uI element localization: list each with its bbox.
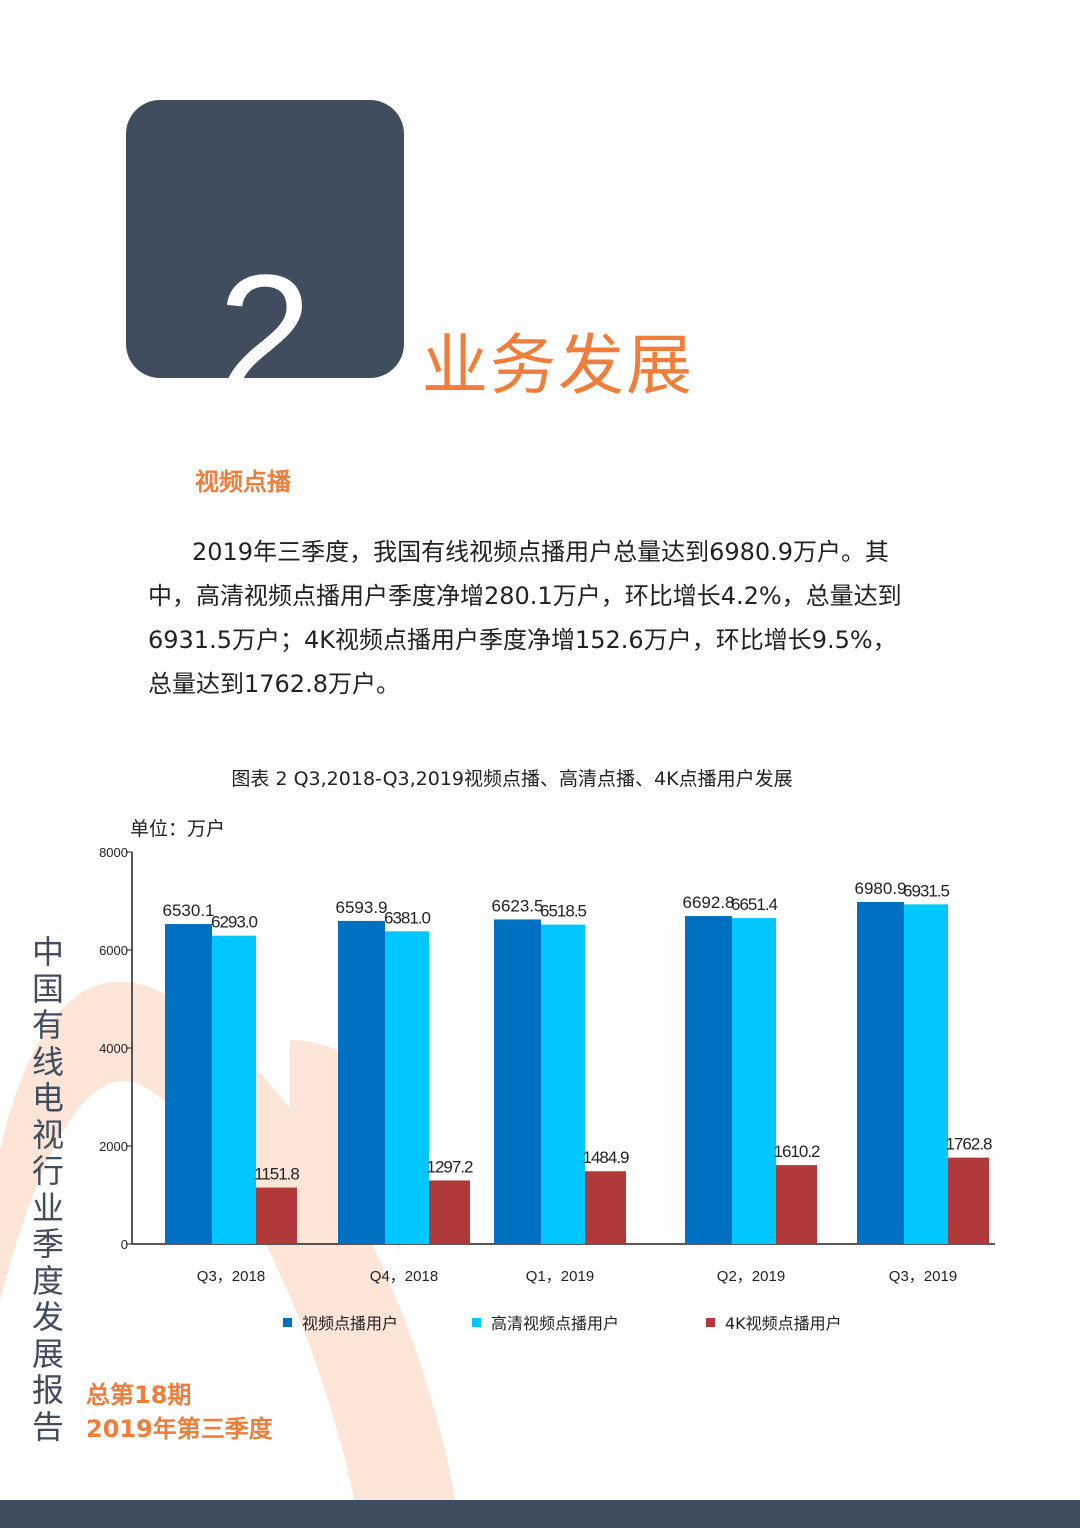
bar-3-1 xyxy=(256,1187,297,1244)
chart-caption: 图表 2 Q3,2018-Q3,2019视频点播、高清点播、4K点播用户发展 xyxy=(231,768,793,790)
subsection-title: 视频点播 xyxy=(195,468,291,496)
issue-period: 2019年第三季度 xyxy=(86,1415,273,1443)
y-tick-label: 4000 xyxy=(99,1041,128,1056)
bar-2-1 xyxy=(212,935,256,1244)
legend-swatch xyxy=(706,1317,715,1327)
y-tick-label: 8000 xyxy=(99,845,128,860)
bar-1-2 xyxy=(338,920,385,1244)
unit-label: 单位：万户 xyxy=(130,818,226,840)
chart-legend: 视频点播用户 高清视频点播用户 4K视频点播用户 xyxy=(0,1310,1080,1336)
bar-2-3 xyxy=(541,924,585,1244)
section-number: 2 xyxy=(217,240,313,378)
legend-label: 视频点播用户 xyxy=(302,1314,399,1333)
x-category-label: Q2，2019 xyxy=(717,1268,785,1285)
bar-2-5 xyxy=(904,904,948,1244)
data-label: 1762.8 xyxy=(946,1135,993,1154)
data-label: 6530.1 xyxy=(163,901,215,920)
body-paragraph: 2019年三季度，我国有线视频点播用户总量达到6980.9万户。其中，高清视频点… xyxy=(148,538,902,698)
legend-swatch xyxy=(283,1317,292,1327)
legend-label: 4K视频点播用户 xyxy=(725,1314,842,1333)
bar-1-3 xyxy=(494,919,541,1244)
data-label: 1610.2 xyxy=(774,1142,821,1161)
y-tick-label: 6000 xyxy=(99,943,128,958)
data-label: 6593.9 xyxy=(336,898,388,917)
data-label: 6980.9 xyxy=(855,879,907,898)
bar-1-1 xyxy=(165,924,212,1244)
data-label: 6651.4 xyxy=(731,895,778,914)
bar-1-5 xyxy=(857,901,904,1244)
x-category-label: Q3，2019 xyxy=(889,1268,957,1285)
data-label: 1484.9 xyxy=(583,1148,630,1167)
y-tick-label: 0 xyxy=(121,1237,128,1252)
legend-swatch xyxy=(472,1317,481,1327)
issue-number: 总第18期 xyxy=(86,1381,192,1409)
issue-info: 总第18期 2019年第三季度 xyxy=(86,1378,273,1446)
data-label: 6293.0 xyxy=(211,913,258,932)
x-category-label: Q4，2018 xyxy=(370,1268,438,1285)
bar-3-5 xyxy=(948,1157,989,1244)
footer-bar xyxy=(0,1500,1080,1528)
bar-2-4 xyxy=(732,918,776,1244)
bar-3-4 xyxy=(776,1165,817,1244)
data-label: 6623.5 xyxy=(492,896,544,915)
bar-2-2 xyxy=(385,931,429,1244)
data-label: 6931.5 xyxy=(903,881,950,900)
bar-3-2 xyxy=(429,1180,470,1244)
data-label: 1297.2 xyxy=(427,1157,474,1176)
data-label: 6381.0 xyxy=(384,908,431,927)
data-label: 1151.8 xyxy=(254,1165,299,1184)
y-tick-label: 2000 xyxy=(99,1139,128,1154)
section-title: 业务发展 xyxy=(422,327,694,404)
bar-1-4 xyxy=(685,916,732,1244)
data-label: 6692.8 xyxy=(683,893,735,912)
bar-3-3 xyxy=(585,1171,626,1244)
data-label: 6518.5 xyxy=(540,902,587,921)
section-number-block: 2 xyxy=(126,100,404,378)
legend-label: 高清视频点播用户 xyxy=(491,1314,620,1333)
side-report-title: 中 国 有 线 电 视 行 业 季 度 发 展 报 告 xyxy=(31,933,64,1446)
x-category-label: Q3，2018 xyxy=(197,1268,265,1285)
legend-item: 视频点播用户 xyxy=(283,1310,398,1334)
legend-item: 4K视频点播用户 xyxy=(706,1310,842,1334)
x-category-label: Q1，2019 xyxy=(526,1268,594,1285)
legend-item: 高清视频点播用户 xyxy=(472,1310,619,1334)
